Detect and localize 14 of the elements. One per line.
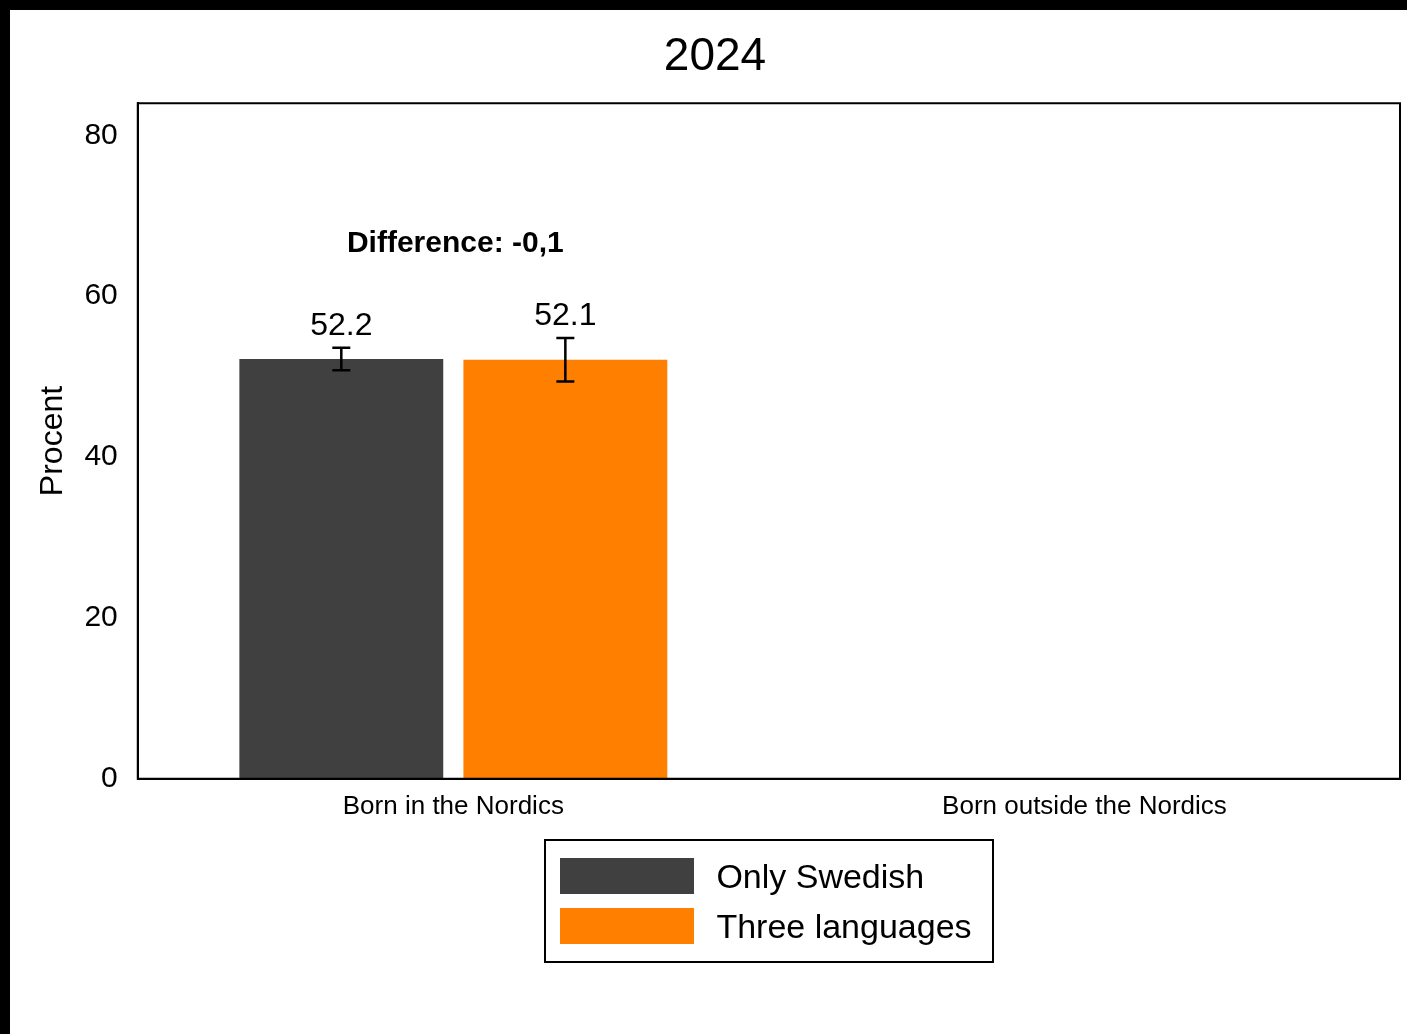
- legend-label: Three languages: [716, 905, 972, 947]
- y-tick-label: 0: [101, 760, 118, 794]
- chart-title: 2024: [663, 28, 767, 81]
- x-tick-label: Born outside the Nordics: [942, 789, 1227, 820]
- y-tick-label: 40: [84, 438, 118, 472]
- data-label: 52.2: [310, 305, 373, 342]
- legend-label: Only Swedish: [716, 855, 925, 897]
- y-tick-label: 80: [84, 116, 118, 150]
- y-tick-label: 60: [84, 277, 118, 311]
- data-label: 52.1: [534, 295, 597, 332]
- y-axis-title: Procent: [33, 385, 70, 497]
- annotation: Difference: -0,1: [346, 225, 564, 259]
- x-tick-label: Born in the Nordics: [342, 789, 564, 820]
- y-tick-label: 20: [84, 599, 118, 633]
